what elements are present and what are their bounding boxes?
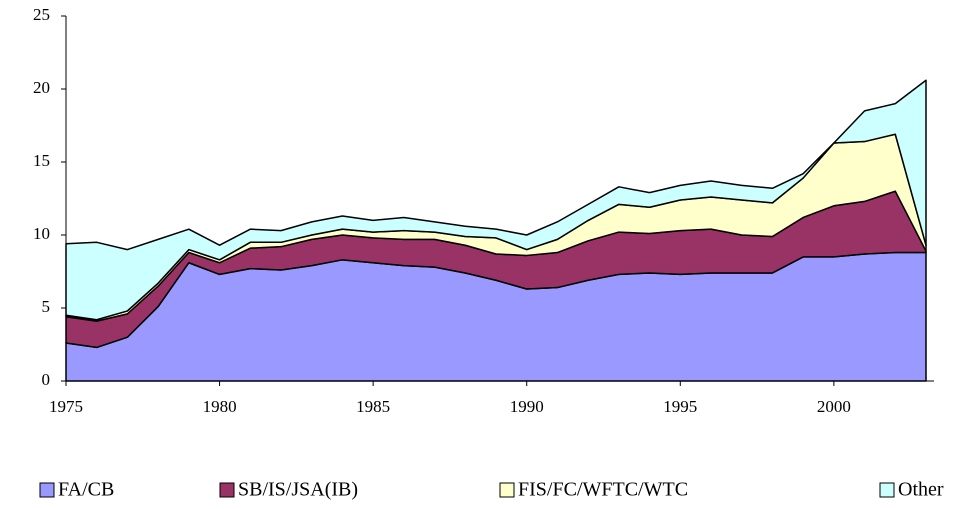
y-tick-label: 10: [33, 224, 50, 243]
legend-label: Other: [898, 479, 944, 501]
legend-swatch: [499, 482, 515, 498]
x-tick-label: 1985: [356, 397, 390, 416]
legend-swatch: [39, 482, 55, 498]
x-tick-label: 2000: [817, 397, 851, 416]
y-tick-label: 15: [33, 151, 50, 170]
legend-label: FA/CB: [58, 479, 114, 501]
x-tick-label: 1975: [49, 397, 83, 416]
x-tick-label: 1990: [510, 397, 544, 416]
legend-label: FIS/FC/WFTC/WTC: [518, 479, 688, 501]
area: [65, 79, 927, 321]
y-tick-label: 20: [33, 78, 50, 97]
x-tick-label: 1980: [203, 397, 237, 416]
legend-swatch: [219, 482, 235, 498]
legend-swatch: [879, 482, 895, 498]
x-tick-label: 1995: [663, 397, 697, 416]
legend-label: SB/IS/JSA(IB): [238, 479, 358, 501]
y-tick-label: 0: [42, 370, 51, 389]
y-tick-label: 5: [42, 297, 51, 316]
y-tick-label: 25: [33, 5, 50, 24]
